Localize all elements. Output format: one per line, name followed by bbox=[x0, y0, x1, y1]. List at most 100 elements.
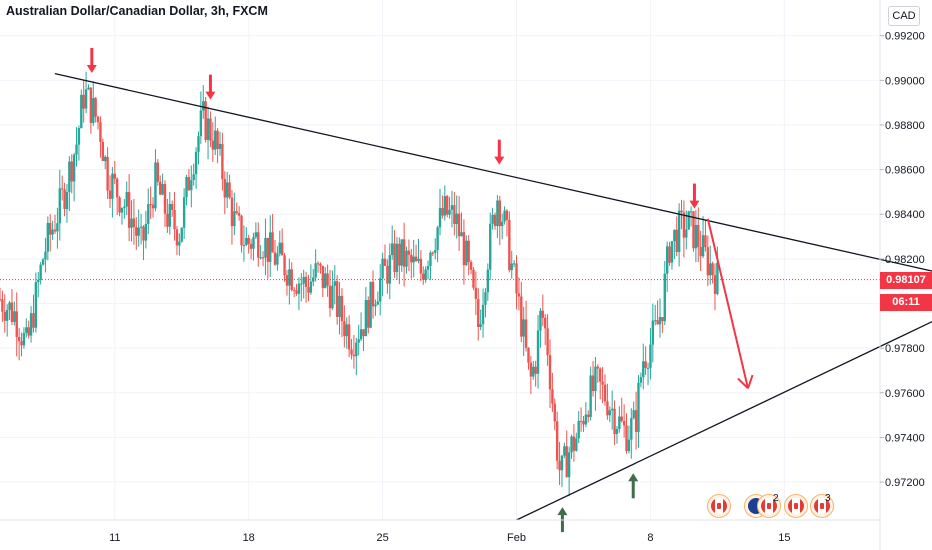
candle-body bbox=[388, 255, 391, 284]
candle-body bbox=[118, 197, 121, 213]
candle-body bbox=[197, 136, 200, 152]
candle-body bbox=[496, 200, 499, 227]
candle-body bbox=[369, 281, 372, 328]
candle-body bbox=[151, 204, 155, 209]
down-arrow-marker-head bbox=[86, 64, 97, 73]
candle-body bbox=[338, 295, 341, 317]
candle-body bbox=[307, 287, 310, 293]
candle-body bbox=[139, 226, 143, 228]
candle-body bbox=[276, 253, 279, 265]
candle-body bbox=[658, 317, 662, 325]
candle-body bbox=[706, 247, 710, 276]
candle-body bbox=[692, 211, 695, 249]
candle-body bbox=[300, 283, 303, 285]
ca-event-icon[interactable] bbox=[757, 494, 781, 518]
candle-body bbox=[675, 229, 678, 252]
candle-body bbox=[479, 324, 482, 327]
price-axis: 0.99200 0.99000 0.98800 0.98600 0.98400 0.982… bbox=[880, 31, 925, 489]
candle-body bbox=[142, 226, 145, 241]
candle-body bbox=[137, 227, 140, 236]
candle-body bbox=[51, 229, 54, 235]
candle-body bbox=[622, 420, 626, 426]
candle-body bbox=[508, 219, 511, 271]
candle-body bbox=[376, 301, 380, 305]
candle-body bbox=[455, 213, 458, 224]
candle-body bbox=[22, 332, 26, 346]
candle-body bbox=[271, 232, 274, 253]
candle-body bbox=[426, 266, 430, 270]
candle-body bbox=[355, 342, 358, 357]
candle-body bbox=[230, 197, 234, 227]
ca-event-icon[interactable] bbox=[784, 494, 808, 518]
candle-body bbox=[704, 235, 707, 248]
candle-body bbox=[553, 403, 556, 422]
candle-body bbox=[400, 239, 403, 266]
currency-button[interactable]: CAD bbox=[888, 6, 920, 26]
candle-body bbox=[395, 243, 399, 273]
candle-body bbox=[716, 262, 719, 294]
candle-body bbox=[613, 408, 616, 435]
candle-body bbox=[634, 410, 638, 432]
candle-body bbox=[154, 162, 157, 209]
candle-body bbox=[130, 218, 133, 228]
candle-body bbox=[10, 302, 14, 322]
candle-body bbox=[587, 414, 590, 417]
candle-body bbox=[484, 292, 487, 305]
projection-arrow-head bbox=[737, 377, 749, 390]
ca-event-icon[interactable] bbox=[707, 494, 731, 518]
candle-body bbox=[677, 210, 681, 252]
candle-body bbox=[333, 281, 336, 286]
candle-body bbox=[419, 258, 423, 274]
candle-body bbox=[223, 179, 226, 198]
y-tick-label: 0.97400 bbox=[885, 432, 925, 444]
candle-body bbox=[555, 421, 559, 461]
candle-body bbox=[654, 320, 657, 322]
candle-body bbox=[429, 252, 432, 267]
candle-body bbox=[412, 256, 415, 263]
candle-body bbox=[156, 162, 160, 182]
candle-body bbox=[249, 243, 253, 249]
candle-body bbox=[551, 389, 554, 404]
candle-body bbox=[630, 418, 633, 440]
ca-event-icon[interactable] bbox=[810, 494, 834, 518]
plot-area[interactable] bbox=[0, 0, 880, 520]
time-axis: 11 18 25 Feb 8 15 bbox=[109, 532, 790, 544]
candle-body bbox=[211, 140, 215, 150]
candle-body bbox=[541, 310, 545, 318]
candle-body bbox=[472, 269, 475, 288]
candle-body bbox=[682, 212, 686, 238]
candle-body bbox=[441, 208, 444, 216]
y-tick-label: 0.98400 bbox=[885, 209, 925, 221]
candle-body bbox=[527, 347, 530, 363]
candle-body bbox=[539, 310, 542, 331]
candle-body bbox=[601, 381, 604, 385]
candle-body bbox=[218, 143, 222, 149]
candle-body bbox=[379, 278, 382, 302]
candle-body bbox=[328, 285, 332, 309]
candle-body bbox=[699, 247, 702, 257]
y-tick-label: 0.98800 bbox=[885, 120, 925, 132]
candle-body bbox=[649, 344, 652, 368]
candle-body bbox=[324, 273, 327, 288]
candle-body bbox=[434, 250, 437, 253]
candle-body bbox=[173, 209, 176, 230]
candle-body bbox=[187, 176, 191, 191]
candle-body bbox=[639, 377, 643, 383]
down-arrow-marker-head bbox=[689, 200, 700, 209]
candle-body bbox=[481, 304, 485, 325]
candle-body bbox=[302, 276, 305, 284]
down-arrow-marker-head bbox=[494, 156, 505, 165]
last-price-label: 0.98107 bbox=[880, 271, 932, 289]
candle-body bbox=[340, 295, 344, 322]
candle-body bbox=[579, 420, 583, 422]
y-tick-label: 0.97600 bbox=[885, 388, 925, 400]
candle-body bbox=[498, 200, 501, 227]
candle-body bbox=[104, 156, 107, 162]
candle-body bbox=[206, 118, 210, 140]
candle-body bbox=[673, 229, 676, 242]
candle-body bbox=[316, 263, 320, 265]
candle-body bbox=[27, 327, 30, 336]
candle-body bbox=[120, 207, 124, 213]
candle-body bbox=[443, 196, 446, 216]
